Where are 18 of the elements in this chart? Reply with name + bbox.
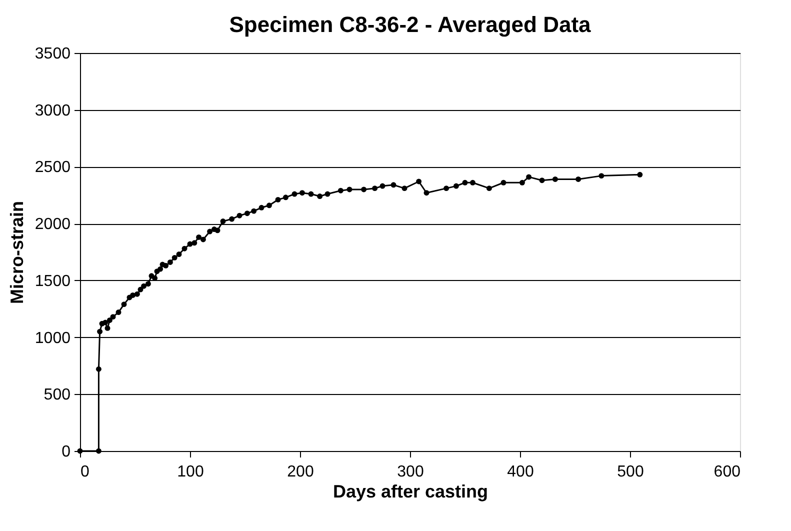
chart-title: Specimen C8-36-2 - Averaged Data xyxy=(229,12,592,37)
x-tick-label: 400 xyxy=(507,464,534,480)
x-axis-title: Days after casting xyxy=(332,482,488,502)
x-tick-label: 300 xyxy=(397,464,424,480)
y-tick-label: 0 xyxy=(62,444,71,460)
y-tick-label: 3500 xyxy=(34,46,71,62)
x-tick-label: 500 xyxy=(617,464,644,480)
y-tick-label: 1500 xyxy=(34,272,71,290)
y-tick-label: 2000 xyxy=(34,216,71,234)
x-tick-label: 600 xyxy=(714,464,741,480)
x-tick-label: 200 xyxy=(287,464,314,480)
y-tick-label: 500 xyxy=(44,386,71,404)
x-tick-label: 100 xyxy=(177,464,204,480)
y-tick-label: 3000 xyxy=(34,102,71,120)
y-tick-label: 1000 xyxy=(34,330,71,347)
y-axis-title: Micro-strain xyxy=(6,200,27,304)
x-tick-label: 0 xyxy=(80,464,90,480)
y-tick-label: 2500 xyxy=(34,159,71,176)
